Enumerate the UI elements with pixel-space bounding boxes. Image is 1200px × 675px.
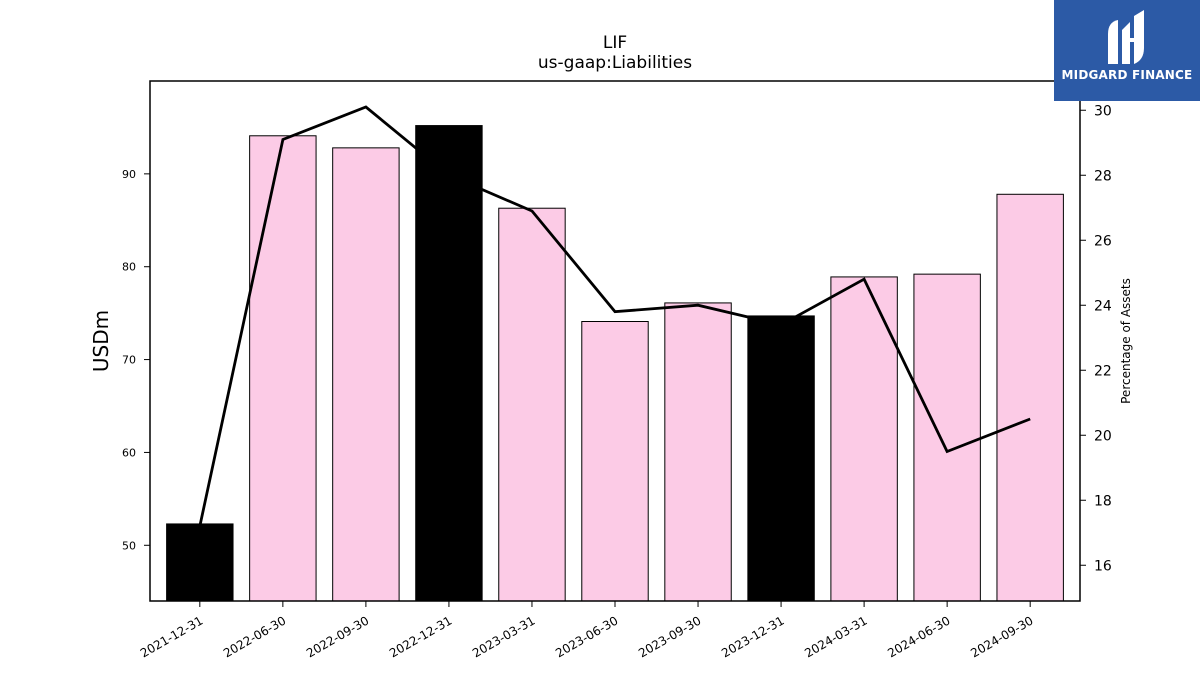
y-tick-label: 60 (122, 446, 136, 459)
logo-text: MIDGARD FINANCE (1061, 68, 1193, 82)
y-tick-label: 50 (122, 539, 136, 552)
x-tick-label: 2023-03-31 (470, 613, 537, 660)
bar-2021-12-31 (166, 523, 234, 602)
x-tick-label: 2022-12-31 (387, 613, 454, 660)
x-tick-label: 2023-12-31 (719, 613, 786, 660)
y2-tick-label: 20 (1094, 428, 1112, 444)
x-tick-label: 2024-06-30 (885, 613, 952, 660)
y2-tick-label: 24 (1094, 298, 1112, 314)
y2-axis-ticks: 16 18 20 22 24 26 28 30 (1080, 103, 1112, 574)
y-axis-ticks: 50 60 70 80 90 (122, 168, 150, 552)
bar-2023-06-30 (581, 321, 649, 602)
y-axis-label: USDm (89, 310, 113, 372)
bar-2023-09-30 (664, 302, 732, 602)
y-tick-label: 90 (122, 168, 136, 181)
bar-2023-03-31 (498, 207, 566, 602)
bar-2024-06-30 (913, 273, 981, 602)
y2-tick-label: 30 (1094, 103, 1112, 119)
x-tick-label: 2023-09-30 (636, 613, 703, 660)
x-axis-ticks: 2021-12-31 2022-06-30 2022-09-30 2022-12-31… (138, 601, 1036, 660)
y2-tick-label: 26 (1094, 233, 1112, 249)
y-tick-label: 80 (122, 261, 136, 274)
chart-title: LIF (603, 33, 627, 53)
x-tick-label: 2022-06-30 (221, 613, 288, 660)
bar-2022-06-30 (249, 135, 317, 602)
y2-tick-label: 16 (1094, 558, 1112, 574)
y2-tick-label: 18 (1094, 493, 1112, 509)
percent-of-assets-line (198, 105, 1031, 527)
percent-line-series (198, 105, 1031, 527)
bar-series (166, 125, 1064, 602)
x-tick-label: 2022-09-30 (304, 613, 371, 660)
chart-subtitle: us-gaap:Liabilities (538, 53, 692, 73)
x-tick-label: 2021-12-31 (138, 613, 205, 660)
bar-2022-09-30 (332, 147, 400, 602)
logo-mark-icon (1108, 10, 1144, 64)
x-tick-label: 2024-09-30 (968, 613, 1035, 660)
y-tick-label: 70 (122, 354, 136, 367)
y2-axis-label: Percentage of Assets (1119, 278, 1133, 404)
x-tick-label: 2024-03-31 (802, 613, 869, 660)
x-tick-label: 2023-06-30 (553, 613, 620, 660)
bar-2022-12-31 (415, 125, 483, 602)
y2-tick-label: 28 (1094, 168, 1112, 184)
bar-2024-09-30 (996, 193, 1064, 602)
bar-2023-12-31 (747, 315, 815, 602)
bar-2024-03-31 (830, 276, 898, 602)
y2-tick-label: 22 (1094, 363, 1112, 379)
brand-logo: MIDGARD FINANCE (1054, 0, 1200, 101)
